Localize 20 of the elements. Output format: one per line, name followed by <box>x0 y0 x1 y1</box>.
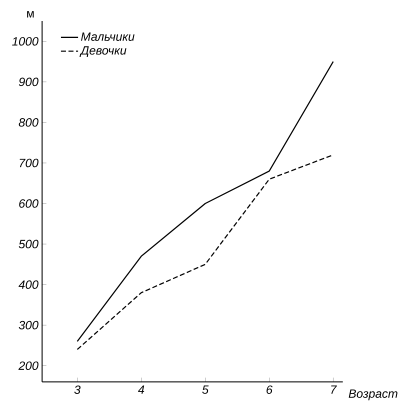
y-tick-label: 400 <box>18 280 38 289</box>
y-tick-label: 800 <box>18 118 38 127</box>
x-tick-label: 7 <box>331 385 337 394</box>
y-tick-label: 200 <box>18 361 38 370</box>
x-tick-label: 3 <box>74 385 81 394</box>
y-tick-label: 1000 <box>12 37 38 46</box>
legend-label: Девочки <box>80 46 126 57</box>
x-tick-label: 5 <box>202 385 209 394</box>
x-axis-title: Возраст <box>348 389 398 400</box>
line-series <box>76 61 334 342</box>
legend-label: Мальчики <box>81 32 134 41</box>
y-tick-label: 700 <box>20 158 38 168</box>
x-tick-label: 4 <box>138 385 144 394</box>
y-tick-label: 600 <box>19 199 38 208</box>
y-axis-title: м <box>27 11 34 18</box>
y-tick-label: 500 <box>18 240 38 248</box>
y-tick-label: 900 <box>18 78 38 86</box>
line-series <box>76 154 334 350</box>
x-tick-label: 6 <box>266 385 273 394</box>
y-tick-label: 300 <box>18 320 38 330</box>
